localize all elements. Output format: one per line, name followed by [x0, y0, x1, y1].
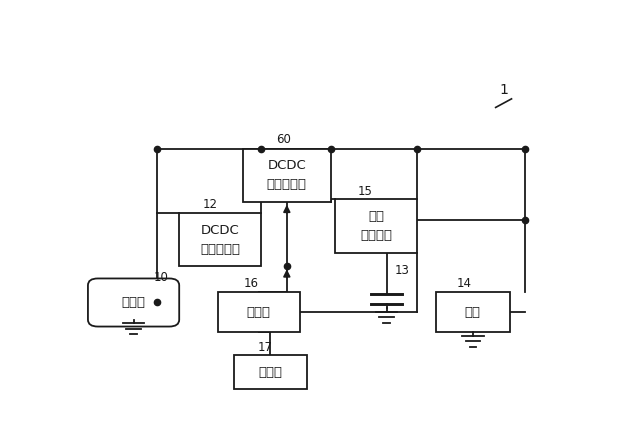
- Text: 検出回路: 検出回路: [360, 229, 392, 242]
- Bar: [243, 149, 331, 202]
- Text: DCDC: DCDC: [201, 224, 239, 237]
- Text: コンバータ: コンバータ: [200, 243, 240, 256]
- Text: 記憶部: 記憶部: [259, 366, 282, 379]
- Text: 13: 13: [395, 264, 410, 277]
- FancyBboxPatch shape: [88, 278, 179, 326]
- Bar: [436, 292, 509, 332]
- Text: 14: 14: [457, 277, 472, 290]
- Text: 電流: 電流: [369, 210, 385, 223]
- Bar: [234, 355, 307, 389]
- Bar: [218, 292, 300, 332]
- Text: 制御部: 制御部: [247, 306, 271, 318]
- Text: 60: 60: [276, 133, 291, 146]
- Text: 負荷: 負荷: [465, 306, 481, 318]
- Text: 発電機: 発電機: [122, 296, 145, 309]
- Text: 12: 12: [203, 198, 218, 211]
- Text: 1: 1: [500, 83, 509, 97]
- Text: 17: 17: [257, 341, 273, 354]
- Text: 15: 15: [358, 186, 372, 198]
- Bar: [179, 213, 261, 266]
- Text: 10: 10: [154, 271, 168, 284]
- Text: 16: 16: [244, 277, 259, 290]
- Bar: [335, 199, 417, 253]
- Text: DCDC: DCDC: [268, 159, 306, 172]
- Text: コンバータ: コンバータ: [267, 178, 307, 191]
